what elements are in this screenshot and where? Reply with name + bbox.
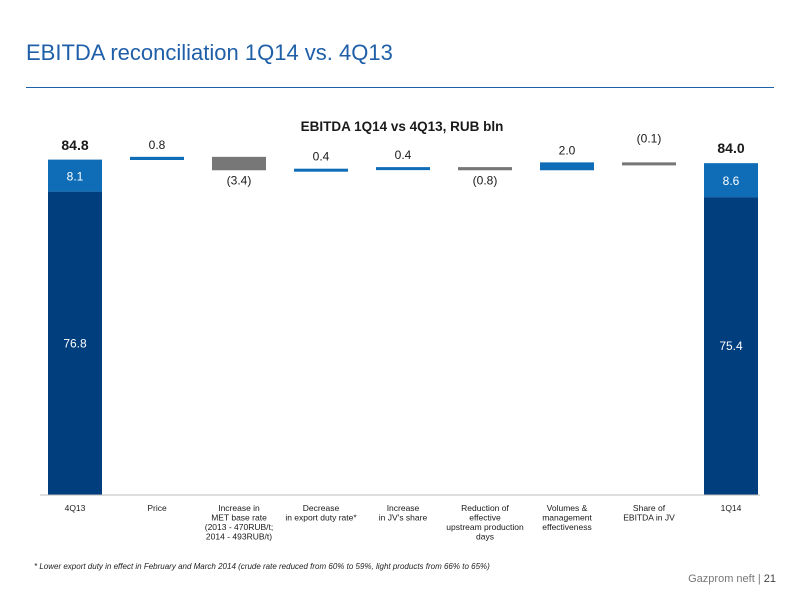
category-label: in export duty rate* bbox=[285, 513, 357, 523]
total-bar-segment bbox=[704, 163, 758, 198]
total-bar-segment bbox=[48, 159, 102, 192]
segment-value-label: 75.4 bbox=[719, 339, 743, 353]
category-label: 2014 - 493RUB/t) bbox=[206, 532, 272, 542]
segment-value-label: 76.8 bbox=[63, 336, 87, 350]
footer-company: Gazprom neft | bbox=[688, 573, 761, 585]
increase-bar bbox=[376, 167, 430, 171]
title-divider bbox=[26, 87, 774, 88]
decrease-bar bbox=[458, 167, 512, 171]
footer: Gazprom neft | 21 bbox=[688, 573, 776, 585]
delta-value-label: (0.8) bbox=[473, 173, 498, 187]
category-label: Increase bbox=[387, 503, 420, 513]
category-label: in JV's share bbox=[379, 513, 428, 523]
category-label: effectiveness bbox=[542, 522, 591, 532]
total-value-label: 84.8 bbox=[61, 137, 88, 153]
category-label: Price bbox=[147, 503, 167, 513]
increase-bar bbox=[294, 168, 348, 172]
increase-bar bbox=[540, 162, 594, 171]
category-label: 1Q14 bbox=[721, 503, 742, 513]
total-value-label: 84.0 bbox=[717, 140, 744, 156]
footnote: * Lower export duty in effect in Februar… bbox=[34, 562, 490, 571]
category-label: Share of bbox=[633, 503, 666, 513]
delta-value-label: (3.4) bbox=[227, 173, 252, 187]
delta-value-label: 2.0 bbox=[559, 143, 576, 157]
segment-value-label: 8.1 bbox=[67, 170, 84, 184]
segment-value-label: 8.6 bbox=[723, 174, 740, 188]
delta-value-label: 0.8 bbox=[149, 138, 166, 152]
category-label: upstream production bbox=[446, 522, 524, 532]
decrease-bar bbox=[212, 156, 266, 171]
delta-value-label: 0.4 bbox=[313, 150, 330, 164]
category-label: 4Q13 bbox=[65, 503, 86, 513]
page-title: EBITDA reconciliation 1Q14 vs. 4Q13 bbox=[26, 40, 393, 65]
category-label: Increase in bbox=[218, 503, 260, 513]
total-bar-segment bbox=[704, 197, 758, 495]
category-label: days bbox=[476, 532, 494, 542]
category-label: management bbox=[542, 513, 592, 523]
total-bar-segment bbox=[48, 191, 102, 496]
category-label: Volumes & bbox=[547, 503, 588, 513]
decrease-bar bbox=[622, 162, 676, 166]
category-label: EBITDA in JV bbox=[623, 513, 675, 523]
ebitda-waterfall-chart: EBITDA 1Q14 vs 4Q13, RUB bln 76.8 8.1 84.8… bbox=[40, 119, 760, 542]
category-label: (2013 - 470RUB/t; bbox=[205, 522, 274, 532]
page-number: 21 bbox=[763, 573, 776, 585]
increase-bar bbox=[130, 156, 184, 160]
category-label: Decrease bbox=[303, 503, 340, 513]
delta-value-label: 0.4 bbox=[395, 148, 412, 162]
category-label: MET base rate bbox=[211, 513, 267, 523]
category-label: Reduction of bbox=[461, 503, 509, 513]
category-label: effective bbox=[469, 513, 501, 523]
chart-title: EBITDA 1Q14 vs 4Q13, RUB bln bbox=[301, 119, 504, 134]
delta-value-label: (0.1) bbox=[637, 131, 662, 145]
